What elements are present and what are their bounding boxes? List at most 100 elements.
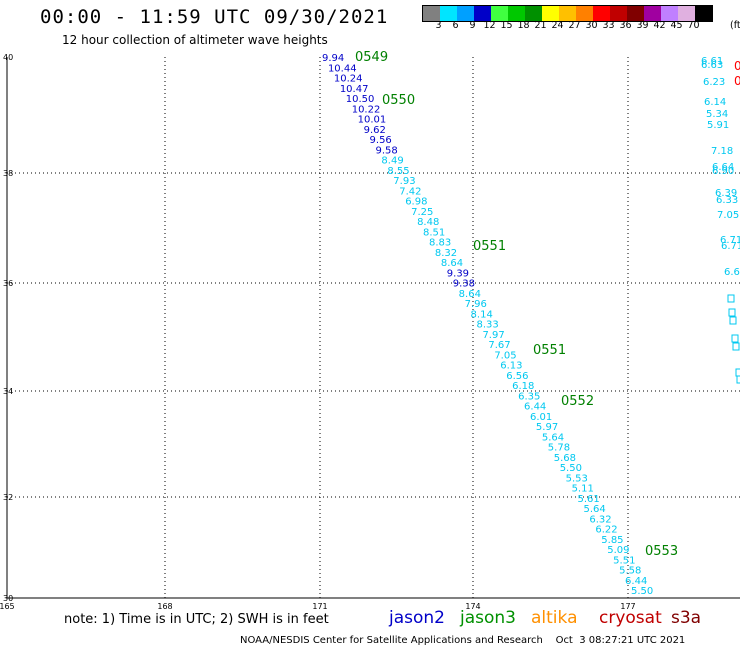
legend-unit: (ft) bbox=[730, 20, 740, 31]
wave-height-value: 8.51 bbox=[423, 227, 445, 238]
latitude-label: 38 bbox=[3, 169, 13, 178]
wave-height-value: 9.38 bbox=[453, 279, 475, 290]
longitude-label: 171 bbox=[312, 602, 327, 611]
pass-time-label: 0551 bbox=[473, 239, 506, 254]
latitude-label: 30 bbox=[3, 594, 13, 603]
edge-red-value: 0 bbox=[734, 74, 740, 88]
legend-tick-label: 45 bbox=[670, 20, 683, 31]
wave-height-value: 5.97 bbox=[536, 422, 558, 433]
legend-tick-label: 70 bbox=[687, 20, 700, 31]
satellite-label-jason2: jason2 bbox=[389, 608, 445, 628]
wave-height-value: 6.13 bbox=[500, 361, 522, 372]
wave-height-value: 6.44 bbox=[524, 402, 546, 413]
wave-height-value: 6.22 bbox=[595, 525, 617, 536]
longitude-label: 177 bbox=[620, 602, 635, 611]
longitude-label: 174 bbox=[465, 602, 480, 611]
legend-swatch bbox=[423, 6, 440, 21]
edge-red-value: 0 bbox=[734, 59, 740, 73]
legend-tick-label: 30 bbox=[585, 20, 598, 31]
edge-wave-height-value: 6.14 bbox=[704, 97, 726, 108]
wave-height-value: 5.68 bbox=[554, 453, 576, 464]
wave-height-value: 7.67 bbox=[488, 340, 510, 351]
wave-height-value: 10.44 bbox=[328, 63, 357, 74]
satellite-label-altika: altika bbox=[531, 608, 578, 628]
clipped-value-glyph bbox=[736, 375, 740, 384]
wave-height-value: 6.44 bbox=[625, 576, 647, 587]
legend-tick-label: 12 bbox=[483, 20, 496, 31]
wave-height-value: 7.42 bbox=[399, 186, 421, 197]
wave-height-value: 5.85 bbox=[601, 535, 623, 546]
wave-height-value: 5.50 bbox=[631, 586, 653, 597]
legend-swatch bbox=[508, 6, 525, 21]
legend-swatch bbox=[525, 6, 542, 21]
satellite-label-cryosat: cryosat bbox=[599, 608, 662, 628]
latitude-label: 40 bbox=[3, 53, 13, 62]
satellite-label-s3a: s3a bbox=[671, 608, 702, 628]
legend-tick-label: 18 bbox=[517, 20, 530, 31]
wave-height-value: 5.53 bbox=[566, 473, 588, 484]
clipped-value-glyph bbox=[727, 294, 735, 303]
legend-swatch bbox=[661, 6, 678, 21]
wave-height-value: 6.18 bbox=[512, 381, 534, 392]
wave-height-value: 5.61 bbox=[578, 494, 600, 505]
wave-height-value: 8.83 bbox=[429, 238, 451, 249]
legend-tick-label: 3 bbox=[435, 20, 442, 31]
edge-wave-height-value: 7.05 bbox=[717, 210, 739, 221]
wave-height-value: 8.14 bbox=[471, 309, 493, 320]
edge-wave-height-value: 6.63 bbox=[701, 60, 723, 71]
clipped-value-glyph bbox=[735, 368, 740, 377]
legend-swatch bbox=[644, 6, 661, 21]
latitude-label: 34 bbox=[3, 387, 13, 396]
legend-swatch bbox=[457, 6, 474, 21]
pass-time-label: 0553 bbox=[645, 544, 678, 559]
edge-wave-height-value: 5.34 bbox=[706, 109, 728, 120]
map-subtitle: 12 hour collection of altimeter wave hei… bbox=[62, 33, 328, 47]
latitude-label: 32 bbox=[3, 493, 13, 502]
wave-height-value: 5.09 bbox=[607, 545, 629, 556]
edge-wave-height-value: 6.61 bbox=[701, 56, 723, 67]
legend-swatch bbox=[593, 6, 610, 21]
clipped-value-glyph bbox=[729, 316, 737, 325]
wave-height-value: 10.22 bbox=[352, 104, 381, 115]
wave-height-value: 6.56 bbox=[506, 371, 528, 382]
pass-time-label: 0552 bbox=[561, 394, 594, 409]
wave-height-value: 8.64 bbox=[459, 289, 481, 300]
note-text: note: 1) Time is in UTC; 2) SWH is in fe… bbox=[64, 612, 329, 627]
wave-height-value: 7.05 bbox=[494, 350, 516, 361]
legend-tick-label: 6 bbox=[452, 20, 459, 31]
legend-tick-label: 9 bbox=[469, 20, 476, 31]
clipped-value-glyph bbox=[728, 308, 736, 317]
wave-height-value: 5.58 bbox=[619, 566, 641, 577]
legend-swatch bbox=[576, 6, 593, 21]
legend-swatch bbox=[695, 6, 712, 21]
legend-tick-label: 24 bbox=[551, 20, 564, 31]
pass-time-label: 0550 bbox=[382, 93, 415, 108]
edge-wave-height-value: 7.18 bbox=[711, 146, 733, 157]
wave-height-value: 6.32 bbox=[589, 514, 611, 525]
wave-height-value: 5.78 bbox=[548, 443, 570, 454]
legend-tick-label: 39 bbox=[636, 20, 649, 31]
legend-swatch bbox=[678, 6, 695, 21]
legend-tick-label: 33 bbox=[602, 20, 615, 31]
wave-height-value: 6.98 bbox=[405, 197, 427, 208]
legend-swatch bbox=[610, 6, 627, 21]
wave-height-value: 5.51 bbox=[613, 555, 635, 566]
legend-swatch bbox=[542, 6, 559, 21]
legend-tick-label: 36 bbox=[619, 20, 632, 31]
wave-height-value: 9.39 bbox=[447, 268, 469, 279]
wave-height-value: 7.93 bbox=[393, 176, 415, 187]
edge-wave-height-value: 6.71 bbox=[721, 241, 740, 252]
wave-height-value: 6.01 bbox=[530, 412, 552, 423]
wave-height-value: 10.01 bbox=[358, 115, 387, 126]
edge-wave-height-value: 6.90 bbox=[712, 166, 734, 177]
wave-height-value: 10.47 bbox=[340, 84, 369, 95]
clipped-value-glyph bbox=[732, 342, 740, 351]
pass-time-label: 0551 bbox=[533, 343, 566, 358]
legend-tick-label: 27 bbox=[568, 20, 581, 31]
legend-tick-label: 21 bbox=[534, 20, 547, 31]
wave-height-value: 8.64 bbox=[441, 258, 463, 269]
wave-height-value: 6.35 bbox=[518, 391, 540, 402]
wave-height-value: 9.94 bbox=[322, 53, 344, 64]
edge-wave-height-value: 6.64 bbox=[712, 162, 734, 173]
wave-height-value: 8.55 bbox=[387, 166, 409, 177]
